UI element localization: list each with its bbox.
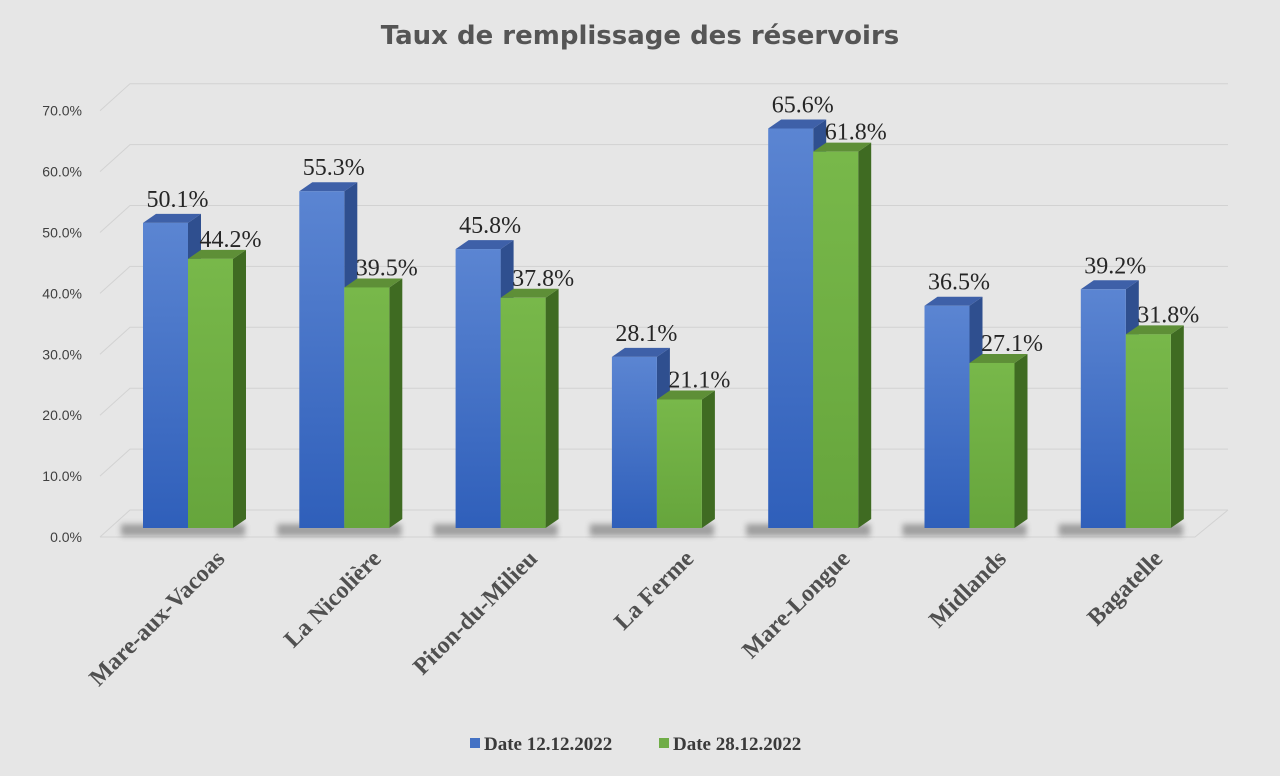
data-label: 21.1% (668, 368, 730, 394)
x-category-label: Piton-du-Milieu (408, 546, 542, 680)
data-label: 44.2% (200, 227, 262, 253)
y-tick-label: 70.0% (42, 103, 82, 119)
bar-side (389, 278, 403, 528)
bar (143, 222, 188, 529)
bars (143, 119, 1184, 529)
legend-label-series-1: Date 12.12.2022 (484, 734, 612, 755)
bar (924, 305, 970, 528)
bar-side (545, 288, 559, 528)
bar-top (924, 296, 983, 306)
bar (768, 128, 814, 528)
y-tick-label: 40.0% (42, 285, 82, 301)
bar (188, 258, 233, 528)
x-category-label: Mare-Longue (737, 546, 855, 664)
data-label: 45.8% (459, 213, 521, 239)
bar-top (656, 390, 715, 400)
bar-top (768, 119, 827, 129)
data-label: 61.8% (825, 120, 887, 146)
bar-top (611, 347, 670, 357)
y-tick-label: 60.0% (42, 164, 82, 180)
data-label: 31.8% (1137, 302, 1199, 328)
bar (611, 356, 657, 528)
data-label: 55.3% (303, 155, 365, 181)
x-category-label: Midlands (925, 546, 1012, 633)
bar-side (1170, 325, 1184, 528)
y-tick-label: 0.0% (50, 529, 82, 545)
y-tick-label: 50.0% (42, 225, 82, 241)
data-label: 39.2% (1084, 253, 1146, 279)
bar-top (143, 213, 201, 223)
x-category-label: La Ferme (610, 546, 700, 636)
bar-side (858, 142, 872, 528)
y-axis-ticks: 0.0% 10.0% 20.0% 30.0% 40.0% 50.0% 60.0% 70.0% (42, 103, 82, 545)
gridline (99, 144, 1228, 172)
bar-side (1014, 353, 1028, 528)
bar-top (455, 240, 514, 250)
bar (1080, 289, 1126, 528)
bar (299, 191, 345, 528)
bar-top (344, 278, 403, 288)
bar (656, 399, 702, 528)
gridline (99, 205, 1228, 233)
gridline (99, 83, 1228, 112)
bar (455, 249, 501, 528)
data-label: 37.8% (512, 266, 574, 292)
x-category-label: La Nicolière (279, 546, 386, 653)
legend: Date 12.12.2022 Date 28.12.2022 (470, 734, 801, 755)
data-label: 50.1% (147, 187, 209, 213)
data-label: 28.1% (615, 321, 677, 347)
bar-side (233, 249, 246, 528)
y-tick-label: 20.0% (42, 407, 82, 423)
bar-top (969, 353, 1028, 363)
bar (344, 287, 390, 528)
x-axis-categories: Mare-aux-Vacoas La Nicolière Piton-du-Mili… (85, 546, 1169, 692)
bar-top (299, 182, 358, 192)
grid-layer (99, 83, 1229, 538)
y-tick-label: 10.0% (42, 468, 82, 484)
bar-side (701, 390, 715, 528)
bar (1125, 334, 1171, 528)
legend-swatch-series-2 (659, 738, 669, 748)
bar-top (188, 249, 246, 259)
floor-edge (100, 509, 1229, 538)
data-label: 39.5% (356, 255, 418, 281)
data-labels: 50.1% 44.2% 55.3% 39.5% 45.8% 37.8% 28.1% 21.1%… (147, 92, 1200, 393)
x-category-label: Mare-aux-Vacoas (85, 546, 231, 692)
bar-top (813, 142, 872, 152)
gridline (99, 265, 1228, 294)
data-label: 36.5% (928, 270, 990, 296)
bar-top (1125, 325, 1184, 335)
data-label: 27.1% (981, 331, 1043, 357)
legend-label-series-2: Date 28.12.2022 (673, 734, 801, 755)
y-tick-label: 30.0% (42, 346, 82, 362)
bar-top (1080, 280, 1139, 290)
bar (969, 362, 1015, 528)
chart-title: Taux de remplissage des réservoirs (381, 21, 900, 51)
x-category-label: Bagatelle (1083, 546, 1169, 632)
legend-swatch-series-1 (470, 738, 480, 748)
bar (813, 151, 859, 528)
bar-top (500, 288, 559, 298)
bar (500, 297, 546, 528)
data-label: 65.6% (772, 92, 834, 118)
